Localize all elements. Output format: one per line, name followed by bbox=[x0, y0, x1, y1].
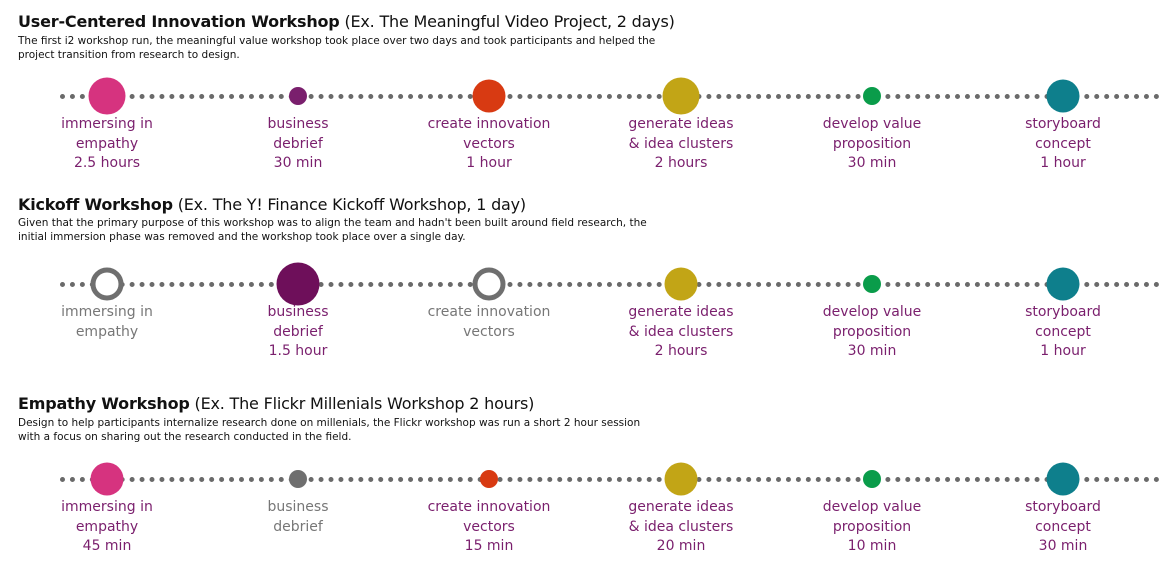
step-label: immersing in empathy 2.5 hours bbox=[27, 115, 187, 174]
step-duration: 30 min bbox=[273, 155, 323, 171]
workshop-title: Empathy Workshop (Ex. The Flickr Milleni… bbox=[18, 394, 534, 413]
step-duration: 30 min bbox=[847, 343, 897, 359]
timeline-node-ring-icon bbox=[90, 267, 124, 301]
step-label: develop value proposition 10 min bbox=[792, 498, 952, 557]
step-label: generate ideas & idea clusters 20 min bbox=[601, 498, 761, 557]
step-name: create innovation vectors bbox=[427, 116, 551, 152]
timeline-dotted-line bbox=[60, 94, 1160, 99]
workshop-description: The first i2 workshop run, the meaningfu… bbox=[18, 35, 656, 61]
workshop-title-subtitle: (Ex. The Y! Finance Kickoff Workshop, 1 … bbox=[172, 195, 526, 214]
step-name: business debrief bbox=[267, 304, 329, 340]
step-name: business debrief bbox=[267, 116, 329, 152]
timeline-node-dot-icon bbox=[289, 470, 307, 488]
timeline-node-dot-icon bbox=[472, 79, 506, 113]
step-label: generate ideas & idea clusters 2 hours bbox=[601, 303, 761, 362]
workshop-title-subtitle: (Ex. The Meaningful Video Project, 2 day… bbox=[339, 12, 675, 31]
step-label: create innovation vectors 15 min bbox=[409, 498, 569, 557]
timeline-node-dot-icon bbox=[1046, 267, 1080, 301]
step-duration: 1.5 hour bbox=[268, 343, 328, 359]
step-label: develop value proposition 30 min bbox=[792, 115, 952, 174]
step-label: business debrief 30 min bbox=[218, 115, 378, 174]
step-duration: 1 hour bbox=[466, 155, 512, 171]
step-label: immersing in empathy 45 min bbox=[27, 498, 187, 557]
step-label: storyboard concept 30 min bbox=[983, 498, 1143, 557]
step-label: immersing in empathy bbox=[27, 303, 187, 342]
timeline-node-dot-icon bbox=[289, 87, 307, 105]
step-label: business debrief 1.5 hour bbox=[218, 303, 378, 362]
timeline-node-dot-icon bbox=[664, 462, 698, 496]
timeline-node-dot-icon bbox=[662, 77, 700, 115]
step-label: create innovation vectors 1 hour bbox=[409, 115, 569, 174]
workshop-title: User-Centered Innovation Workshop (Ex. T… bbox=[18, 12, 675, 31]
step-duration: 10 min bbox=[847, 538, 897, 554]
workshop-description: Design to help participants internalize … bbox=[18, 417, 641, 443]
step-duration: 30 min bbox=[1038, 538, 1088, 554]
workshop-title-bold: User-Centered Innovation Workshop bbox=[18, 12, 340, 31]
timeline-node-dot-icon bbox=[1046, 79, 1080, 113]
step-name: storyboard concept bbox=[1025, 499, 1101, 535]
workshop-title-bold: Kickoff Workshop bbox=[18, 195, 173, 214]
step-duration: 1 hour bbox=[1040, 343, 1086, 359]
step-duration: 2 hours bbox=[654, 343, 708, 359]
timeline-node-dot-icon bbox=[664, 267, 698, 301]
step-label: business debrief bbox=[218, 498, 378, 537]
step-name: create innovation vectors bbox=[427, 304, 551, 340]
step-name: storyboard concept bbox=[1025, 116, 1101, 152]
step-label: develop value proposition 30 min bbox=[792, 303, 952, 362]
step-label: storyboard concept 1 hour bbox=[983, 115, 1143, 174]
timeline-node-dot-icon bbox=[276, 262, 320, 306]
timeline-node-dot-icon bbox=[1046, 462, 1080, 496]
step-name: develop value proposition bbox=[822, 499, 922, 535]
step-duration: 1 hour bbox=[1040, 155, 1086, 171]
workshop-title-bold: Empathy Workshop bbox=[18, 394, 190, 413]
step-name: develop value proposition bbox=[822, 116, 922, 152]
timeline-dotted-line bbox=[60, 477, 1160, 482]
workshop-title: Kickoff Workshop (Ex. The Y! Finance Kic… bbox=[18, 195, 526, 214]
timeline-node-dot-icon bbox=[863, 87, 881, 105]
step-label: generate ideas & idea clusters 2 hours bbox=[601, 115, 761, 174]
step-duration: 2 hours bbox=[654, 155, 708, 171]
step-name: immersing in empathy bbox=[61, 116, 153, 152]
step-duration: 30 min bbox=[847, 155, 897, 171]
step-duration: 45 min bbox=[82, 538, 132, 554]
step-name: storyboard concept bbox=[1025, 304, 1101, 340]
step-duration: 20 min bbox=[656, 538, 706, 554]
step-name: immersing in empathy bbox=[61, 304, 153, 340]
timeline-node-dot-icon bbox=[863, 275, 881, 293]
step-name: generate ideas & idea clusters bbox=[628, 116, 734, 152]
step-name: create innovation vectors bbox=[427, 499, 551, 535]
step-duration: 15 min bbox=[464, 538, 514, 554]
step-name: generate ideas & idea clusters bbox=[628, 304, 734, 340]
step-label: create innovation vectors bbox=[409, 303, 569, 342]
step-name: generate ideas & idea clusters bbox=[628, 499, 734, 535]
step-label: storyboard concept 1 hour bbox=[983, 303, 1143, 362]
timeline-node-dot-icon bbox=[90, 462, 124, 496]
step-name: business debrief bbox=[267, 499, 329, 535]
timeline-node-dot-icon bbox=[863, 470, 881, 488]
step-name: develop value proposition bbox=[822, 304, 922, 340]
timeline-node-ring-icon bbox=[472, 267, 506, 301]
workshop-title-subtitle: (Ex. The Flickr Millenials Workshop 2 ho… bbox=[189, 394, 535, 413]
timeline-node-dot-icon bbox=[88, 77, 126, 115]
timeline-node-dot-icon bbox=[480, 470, 498, 488]
timeline-dotted-line bbox=[60, 282, 1160, 287]
workshop-description: Given that the primary purpose of this w… bbox=[18, 217, 647, 243]
step-name: immersing in empathy bbox=[61, 499, 153, 535]
step-duration: 2.5 hours bbox=[73, 155, 141, 171]
